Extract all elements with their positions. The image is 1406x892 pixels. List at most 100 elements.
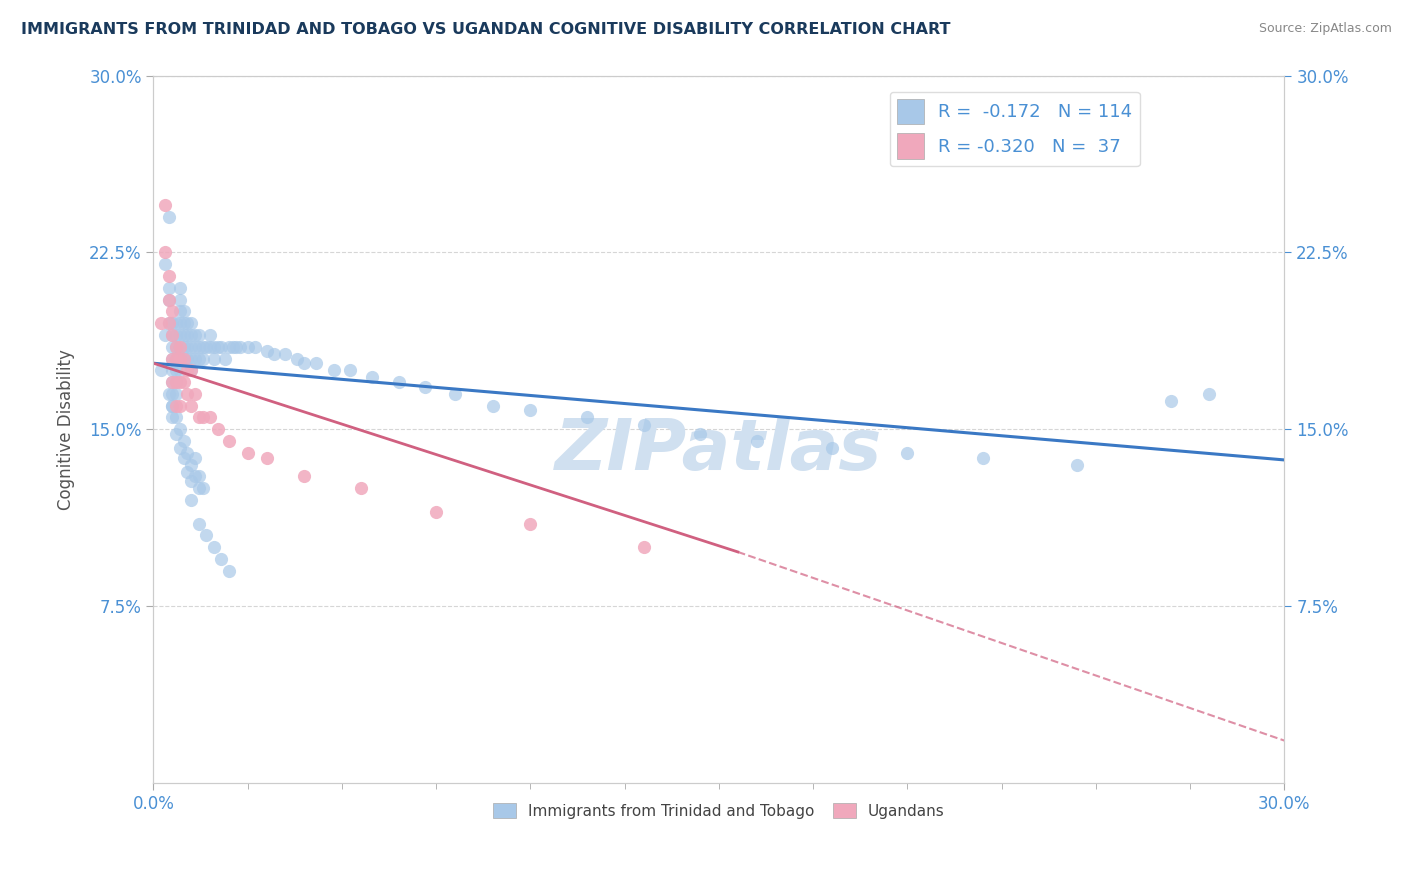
Point bbox=[191, 351, 214, 366]
Point bbox=[165, 363, 187, 377]
Point bbox=[972, 450, 994, 465]
Point bbox=[187, 340, 209, 354]
Point bbox=[153, 327, 176, 342]
Point bbox=[519, 516, 541, 531]
Point bbox=[187, 469, 209, 483]
Point bbox=[184, 387, 207, 401]
Point bbox=[157, 293, 180, 307]
Point bbox=[180, 363, 202, 377]
Point bbox=[191, 410, 214, 425]
Point bbox=[173, 327, 195, 342]
Legend: Immigrants from Trinidad and Tobago, Ugandans: Immigrants from Trinidad and Tobago, Uga… bbox=[486, 797, 950, 825]
Point bbox=[198, 327, 221, 342]
Point bbox=[169, 351, 191, 366]
Point bbox=[165, 351, 187, 366]
Point bbox=[176, 446, 198, 460]
Point bbox=[165, 387, 187, 401]
Point bbox=[169, 340, 191, 354]
Point bbox=[169, 340, 191, 354]
Point bbox=[153, 257, 176, 271]
Point bbox=[184, 327, 207, 342]
Point bbox=[323, 363, 346, 377]
Point bbox=[180, 474, 202, 488]
Point bbox=[173, 434, 195, 448]
Point bbox=[339, 363, 361, 377]
Point bbox=[157, 316, 180, 330]
Point bbox=[162, 375, 184, 389]
Point bbox=[184, 450, 207, 465]
Point bbox=[165, 375, 187, 389]
Point bbox=[198, 340, 221, 354]
Point bbox=[821, 441, 844, 455]
Point bbox=[176, 363, 198, 377]
Point bbox=[180, 399, 202, 413]
Point bbox=[519, 403, 541, 417]
Point bbox=[387, 375, 409, 389]
Point bbox=[184, 340, 207, 354]
Point bbox=[191, 481, 214, 495]
Point bbox=[180, 351, 202, 366]
Point bbox=[150, 316, 173, 330]
Point bbox=[173, 316, 195, 330]
Point bbox=[425, 505, 447, 519]
Point bbox=[162, 351, 184, 366]
Point bbox=[153, 245, 176, 260]
Point bbox=[162, 375, 184, 389]
Point bbox=[633, 417, 655, 432]
Point bbox=[576, 410, 599, 425]
Point bbox=[180, 363, 202, 377]
Point bbox=[157, 210, 180, 224]
Point bbox=[187, 516, 209, 531]
Point bbox=[176, 387, 198, 401]
Point bbox=[633, 540, 655, 554]
Point bbox=[165, 327, 187, 342]
Point bbox=[169, 327, 191, 342]
Point bbox=[304, 356, 326, 370]
Point bbox=[169, 304, 191, 318]
Point bbox=[225, 340, 247, 354]
Point bbox=[256, 450, 278, 465]
Point bbox=[157, 387, 180, 401]
Point bbox=[361, 370, 384, 384]
Point bbox=[202, 540, 225, 554]
Point bbox=[153, 198, 176, 212]
Point bbox=[162, 316, 184, 330]
Point bbox=[1198, 387, 1220, 401]
Point bbox=[256, 344, 278, 359]
Point bbox=[689, 427, 711, 442]
Point bbox=[176, 327, 198, 342]
Text: IMMIGRANTS FROM TRINIDAD AND TOBAGO VS UGANDAN COGNITIVE DISABILITY CORRELATION : IMMIGRANTS FROM TRINIDAD AND TOBAGO VS U… bbox=[21, 22, 950, 37]
Point bbox=[173, 304, 195, 318]
Point bbox=[413, 380, 436, 394]
Point bbox=[169, 281, 191, 295]
Point bbox=[180, 340, 202, 354]
Point bbox=[180, 327, 202, 342]
Point bbox=[157, 316, 180, 330]
Point bbox=[350, 481, 373, 495]
Point bbox=[198, 410, 221, 425]
Y-axis label: Cognitive Disability: Cognitive Disability bbox=[58, 349, 75, 509]
Point bbox=[162, 327, 184, 342]
Point bbox=[165, 340, 187, 354]
Point bbox=[169, 422, 191, 436]
Point bbox=[245, 340, 267, 354]
Point bbox=[176, 351, 198, 366]
Point bbox=[184, 469, 207, 483]
Point bbox=[157, 293, 180, 307]
Point bbox=[162, 399, 184, 413]
Point bbox=[180, 493, 202, 508]
Point bbox=[150, 363, 173, 377]
Point bbox=[173, 351, 195, 366]
Point bbox=[173, 375, 195, 389]
Point bbox=[176, 465, 198, 479]
Point bbox=[896, 446, 918, 460]
Point bbox=[162, 363, 184, 377]
Point bbox=[218, 434, 240, 448]
Point bbox=[169, 375, 191, 389]
Point bbox=[1066, 458, 1088, 472]
Point bbox=[218, 340, 240, 354]
Text: ZIPatlas: ZIPatlas bbox=[555, 416, 883, 485]
Point bbox=[165, 427, 187, 442]
Point bbox=[162, 387, 184, 401]
Point bbox=[169, 399, 191, 413]
